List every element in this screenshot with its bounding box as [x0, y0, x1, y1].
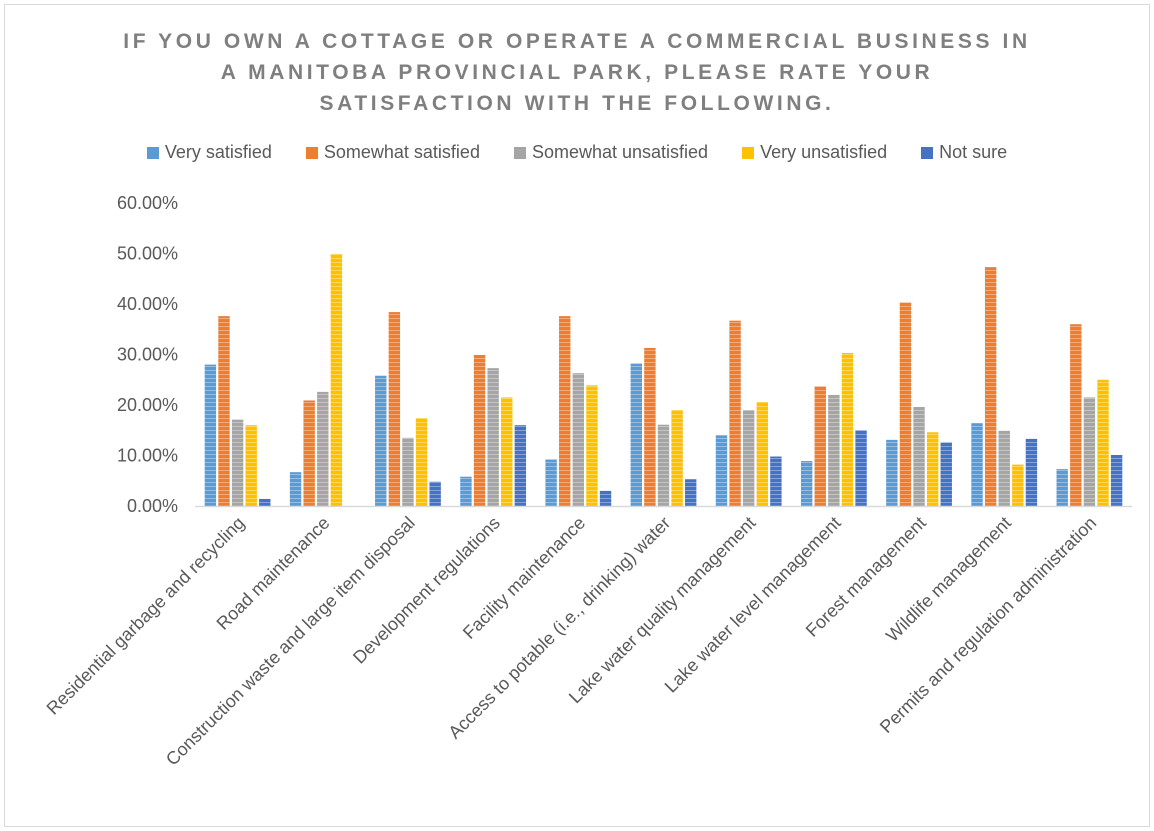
chart-title-line-1: IF YOU OWN A COTTAGE OR OPERATE A COMMER… [123, 30, 1031, 53]
bar-somewhat-satisfied [218, 316, 230, 506]
bar-not-sure [1025, 438, 1038, 506]
bar-group [971, 267, 1038, 506]
bar-very-satisfied [971, 423, 983, 506]
bar-group [460, 355, 527, 506]
y-tick-label: 60.00% [117, 193, 178, 213]
x-category-label: Lake water quality management [565, 513, 760, 708]
legend-swatch [305, 146, 318, 159]
bar-somewhat-unsatisfied [487, 368, 499, 506]
bar-group [630, 347, 697, 506]
bar-somewhat-unsatisfied [317, 391, 329, 506]
legend-item-not-sure: Not sure [921, 142, 1007, 163]
bars [204, 254, 1123, 506]
bar-very-satisfied [460, 476, 472, 506]
bar-very-satisfied [800, 461, 813, 506]
bar-somewhat-unsatisfied [657, 424, 670, 506]
legend-item-somewhat-unsatisfied: Somewhat unsatisfied [513, 142, 709, 163]
y-axis: 0.00% 10.00% 20.00% 30.00% 40.00% 50.00% 60.00… [117, 193, 178, 516]
legend-swatch [513, 146, 526, 159]
bar-group [800, 352, 867, 506]
bar-somewhat-satisfied [473, 355, 486, 506]
y-tick-label: 20.00% [117, 395, 178, 415]
x-category-label: Development regulations [349, 513, 504, 668]
bar-very-satisfied [545, 459, 557, 506]
bar-very-unsatisfied [1012, 464, 1024, 506]
bar-not-sure [514, 425, 527, 506]
bar-very-unsatisfied [1097, 379, 1109, 506]
legend-swatch [742, 146, 755, 159]
legend-label: Somewhat unsatisfied [531, 142, 709, 162]
bar-very-unsatisfied [671, 410, 683, 506]
bar-group [204, 316, 271, 506]
y-tick-label: 40.00% [117, 294, 178, 314]
bar-very-satisfied [886, 439, 898, 506]
bar-somewhat-satisfied [729, 320, 741, 506]
bar-not-sure [599, 490, 612, 506]
chart-title: IF YOU OWN A COTTAGE OR OPERATE A COMMER… [0, 26, 1154, 119]
bar-very-unsatisfied [330, 254, 343, 506]
bar-somewhat-unsatisfied [231, 419, 244, 506]
bar-very-unsatisfied [501, 397, 513, 506]
bar-somewhat-satisfied [644, 347, 656, 506]
legend-item-very-satisfied: Very satisfied [146, 142, 272, 163]
legend-label: Somewhat satisfied [323, 142, 480, 162]
bar-very-unsatisfied [415, 418, 428, 506]
bar-somewhat-satisfied [984, 267, 997, 506]
bar-somewhat-satisfied [899, 302, 912, 506]
bar-not-sure [429, 481, 441, 506]
chart-legend: Very satisfied Somewhat satisfied Somewh… [0, 142, 1154, 163]
bar-somewhat-unsatisfied [572, 373, 585, 506]
legend-swatch [921, 146, 934, 159]
bar-somewhat-unsatisfied [998, 430, 1010, 506]
chart-title-line-3: SATISFACTION WITH THE FOLLOWING. [319, 92, 835, 115]
bar-very-satisfied [1056, 469, 1068, 506]
bar-very-satisfied [204, 364, 217, 506]
bar-somewhat-satisfied [814, 386, 826, 506]
bar-somewhat-unsatisfied [402, 437, 414, 506]
bar-somewhat-unsatisfied [913, 407, 925, 506]
bar-not-sure [685, 479, 697, 506]
bar-very-satisfied [375, 375, 387, 506]
bar-not-sure [1110, 454, 1123, 506]
x-category-label: Lake water level management [661, 513, 845, 697]
bar-not-sure [940, 442, 952, 506]
bar-very-satisfied [630, 363, 642, 506]
legend-label: Very unsatisfied [760, 142, 888, 162]
bar-somewhat-satisfied [303, 400, 315, 506]
bar-very-satisfied [289, 472, 302, 506]
bar-not-sure [770, 456, 782, 506]
bar-group [545, 316, 612, 506]
bar-somewhat-satisfied [388, 312, 401, 506]
bar-somewhat-satisfied [1070, 324, 1082, 506]
chart-title-line-2: A MANITOBA PROVINCIAL PARK, PLEASE RATE … [220, 61, 934, 84]
bar-not-sure [855, 430, 867, 506]
bar-very-unsatisfied [926, 432, 939, 506]
legend-item-very-unsatisfied: Very unsatisfied [742, 142, 887, 163]
bar-somewhat-unsatisfied [828, 394, 840, 506]
legend-swatch [146, 146, 159, 159]
y-tick-label: 0.00% [127, 496, 178, 516]
bar-somewhat-satisfied [559, 316, 571, 506]
bar-very-unsatisfied [245, 425, 257, 506]
legend-label: Very satisfied [164, 142, 272, 162]
y-tick-label: 10.00% [117, 446, 178, 466]
legend-item-somewhat-satisfied: Somewhat satisfied [305, 142, 480, 163]
legend-label: Not sure [939, 142, 1008, 162]
y-tick-label: 50.00% [117, 244, 178, 264]
bar-group [715, 320, 782, 506]
bar-group [375, 312, 441, 506]
bar-not-sure [259, 498, 271, 506]
y-tick-label: 30.00% [117, 345, 178, 365]
bar-very-unsatisfied [841, 352, 854, 506]
bar-somewhat-unsatisfied [742, 410, 755, 506]
bar-very-satisfied [715, 435, 728, 506]
bar-very-unsatisfied [756, 401, 768, 506]
bar-somewhat-unsatisfied [1083, 397, 1096, 506]
bar-group [1056, 324, 1123, 506]
bar-very-unsatisfied [586, 385, 598, 506]
bar-group [886, 302, 952, 506]
bar-group [289, 254, 343, 506]
